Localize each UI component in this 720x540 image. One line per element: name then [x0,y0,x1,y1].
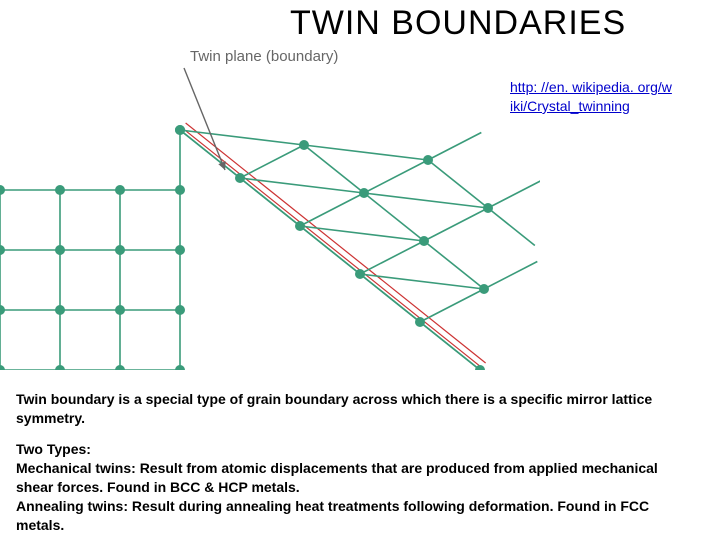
definition-paragraph: Twin boundary is a special type of grain… [16,390,696,428]
types-paragraph: Two Types: Mechanical twins: Result from… [16,440,696,534]
lattice-diagram [0,60,540,370]
types-line3: Annealing twins: Result during annealing… [16,498,649,533]
types-line1: Two Types: [16,441,91,457]
page-title: TWIN BOUNDARIES [290,4,626,43]
types-line2: Mechanical twins: Result from atomic dis… [16,460,658,495]
